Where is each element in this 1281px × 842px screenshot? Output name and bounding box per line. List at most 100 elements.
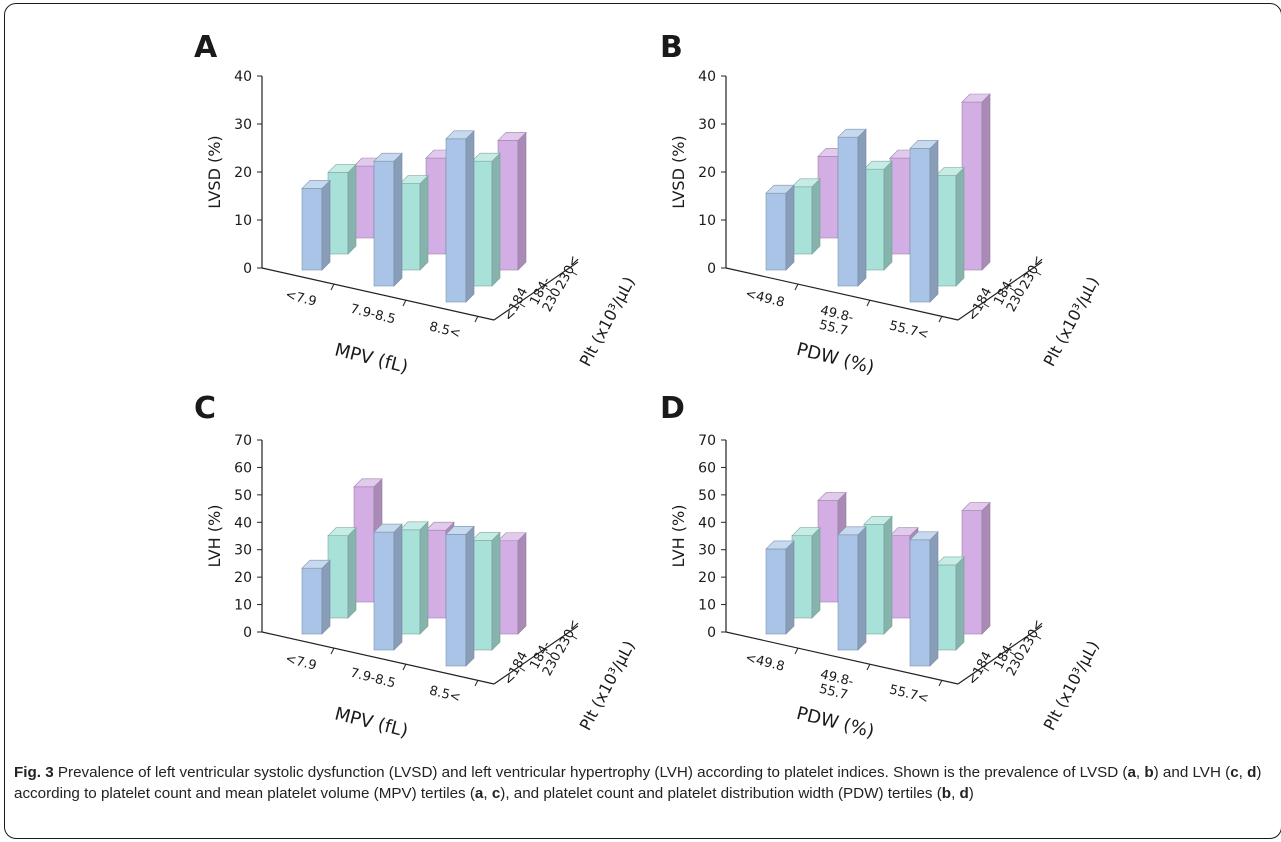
- bar: [935, 556, 965, 651]
- bar-front: [373, 160, 395, 287]
- y-tick-label: 20: [698, 570, 716, 586]
- bar-front: [889, 157, 911, 255]
- y-tick-label: 30: [698, 117, 716, 133]
- bar-side: [981, 93, 991, 271]
- y-tick-label: 60: [234, 460, 252, 476]
- caption-ref-d: d: [1247, 764, 1257, 781]
- bar-front: [353, 165, 375, 239]
- z-axis-line: [957, 261, 1043, 321]
- bar-front: [301, 188, 323, 271]
- x-tick-label: 55.7<: [888, 683, 930, 707]
- y-tick-label: 50: [698, 488, 716, 504]
- x-tick: [330, 283, 335, 291]
- bar-front: [765, 548, 787, 635]
- z-tick-label: <184: [965, 649, 995, 688]
- z-tick: [983, 667, 990, 672]
- bar-front: [301, 567, 323, 635]
- bar: [765, 540, 795, 635]
- bar-side: [321, 179, 331, 271]
- bar-front: [445, 138, 467, 303]
- bar-top: [837, 128, 867, 138]
- bar-front: [497, 140, 519, 271]
- chart-panel-c: C 0 10 20 30 40 50 60 70 LVH (%) <7.9 7.9-8.5 8.5< MP…: [194, 391, 639, 742]
- bar-side: [857, 526, 867, 651]
- bar-side: [883, 515, 893, 635]
- figure-caption: Fig. 3 Prevalence of left ventricular sy…: [14, 762, 1264, 804]
- bar-side: [465, 130, 475, 303]
- panel-letter: B: [660, 30, 683, 65]
- bar-top: [301, 180, 331, 189]
- z-tick-label: 230<: [553, 617, 583, 656]
- y-tick-label: 50: [234, 488, 252, 504]
- bar: [399, 521, 429, 635]
- bar-front: [399, 529, 421, 635]
- y-tick-label: 40: [234, 69, 252, 85]
- y-axis-label: LVH (%): [205, 505, 224, 568]
- caption-ref-c: c: [491, 785, 501, 802]
- bar-side: [811, 178, 821, 255]
- y-tick-label: 40: [698, 515, 716, 531]
- z-tick-label: <184: [501, 285, 531, 324]
- bar-front: [373, 531, 395, 651]
- bar-side: [321, 559, 331, 635]
- z-tick-label: 184-230: [527, 639, 567, 679]
- bar-side: [517, 532, 527, 635]
- x-tick: [474, 315, 479, 323]
- caption-ref-a: a: [1127, 764, 1136, 781]
- y-tick-label: 10: [234, 213, 252, 229]
- bar-top: [765, 540, 795, 550]
- x-tick: [866, 663, 871, 671]
- bar: [837, 128, 867, 287]
- z-tick-label: <184: [501, 649, 531, 688]
- caption-sep: ,: [483, 785, 492, 802]
- bar: [765, 184, 795, 271]
- bar-front: [935, 175, 957, 287]
- x-tick: [330, 647, 335, 655]
- bar-side: [347, 526, 357, 619]
- bar-top: [961, 93, 991, 103]
- y-tick-label: 40: [234, 515, 252, 531]
- bar-top: [425, 521, 455, 531]
- z-tick-label: 230<: [1017, 253, 1047, 292]
- panel-letter: D: [660, 391, 685, 426]
- caption-text-5: ): [968, 785, 974, 802]
- bar: [301, 559, 331, 635]
- bar-side: [857, 128, 867, 287]
- caption-text-3: ) according to platelet count and mean p…: [14, 764, 1262, 802]
- x-tick: [866, 299, 871, 307]
- bar: [445, 130, 475, 303]
- z-axis-label: Plt (x10³/μL): [1040, 637, 1103, 733]
- bar-top: [935, 167, 965, 176]
- figure-frame: [4, 3, 1281, 839]
- y-axis-label: LVSD (%): [669, 135, 688, 208]
- bar-side: [811, 526, 821, 619]
- y-tick-label: 40: [698, 69, 716, 85]
- bar: [909, 531, 939, 667]
- chart-panel-b: B 0 10 20 30 40 LVSD (%) <49.8 49.8-55.7 55.7< PDW…: [660, 30, 1103, 378]
- bar-top: [889, 527, 919, 537]
- bar-front: [353, 486, 375, 603]
- x-tick-label: 49.8-55.7: [815, 303, 855, 340]
- caption-ref-c: c: [1230, 764, 1239, 781]
- x-axis-line: [261, 631, 495, 685]
- caption-sep: ,: [1135, 764, 1145, 781]
- y-tick-label: 0: [243, 261, 252, 277]
- bar-side: [517, 131, 527, 271]
- bar-front: [863, 523, 885, 635]
- z-axis-line: [493, 261, 579, 321]
- bar-top: [863, 160, 893, 170]
- y-axis-label: LVSD (%): [205, 135, 224, 208]
- bar-front: [327, 172, 349, 255]
- z-tick: [545, 651, 552, 656]
- bar-top: [471, 531, 501, 541]
- y-tick-label: 60: [698, 460, 716, 476]
- bar-front: [909, 539, 931, 667]
- bar-top: [471, 152, 501, 162]
- x-axis-label: PDW (%): [794, 703, 876, 743]
- bar-front: [791, 535, 813, 619]
- bar-side: [929, 531, 939, 667]
- z-tick: [545, 287, 552, 292]
- z-axis-label: Plt (x10³/μL): [1040, 273, 1103, 369]
- bar-front: [817, 156, 839, 239]
- x-axis-line: [261, 267, 495, 321]
